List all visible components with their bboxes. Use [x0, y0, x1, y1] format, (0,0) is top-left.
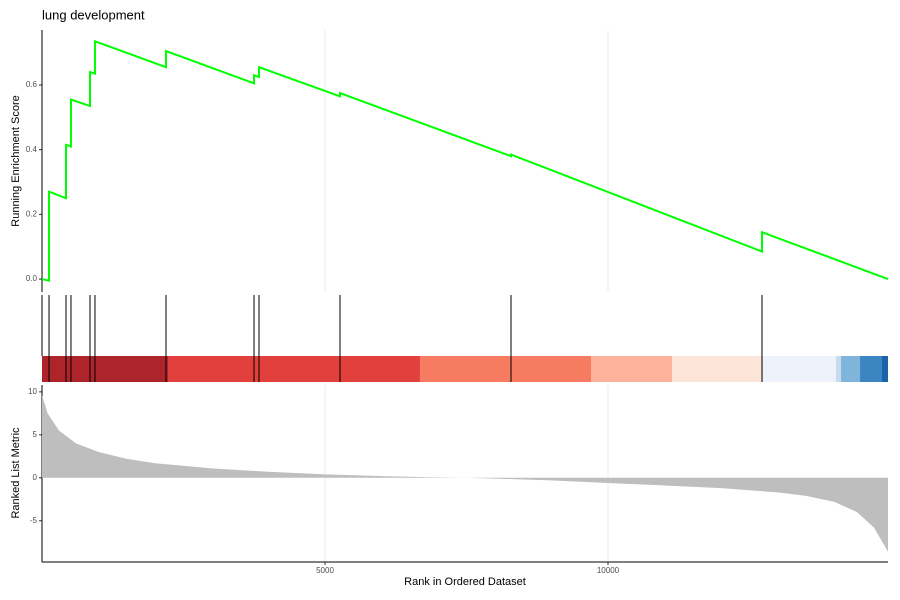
- y-tick-label: 0.4: [26, 145, 38, 154]
- chart-title: lung development: [42, 7, 145, 22]
- x-tick-label: 10000: [597, 566, 620, 575]
- color-band: [882, 356, 888, 382]
- color-band: [841, 356, 861, 382]
- running-score-line: [41, 39, 889, 282]
- y-tick-label: 5: [33, 430, 38, 439]
- x-axis-label: Rank in Ordered Dataset: [404, 576, 526, 588]
- y-tick-label: 0.0: [26, 274, 38, 283]
- x-tick-label: 5000: [316, 566, 334, 575]
- color-band: [860, 356, 883, 382]
- color-band: [167, 356, 420, 382]
- color-band: [672, 356, 764, 382]
- color-band: [836, 356, 842, 382]
- y-tick-label: -5: [30, 516, 38, 525]
- color-band: [591, 356, 673, 382]
- y-axis-label: Running Enrichment Score: [10, 95, 22, 226]
- y-tick-label: 0: [33, 473, 38, 482]
- y-tick-label: 0.2: [26, 209, 38, 218]
- metric-area: [42, 395, 888, 552]
- color-band: [763, 356, 837, 382]
- color-band: [419, 356, 592, 382]
- color-band: [42, 356, 168, 382]
- y-tick-label: 0.6: [26, 80, 38, 89]
- y-axis-label: Ranked List Metric: [10, 427, 22, 519]
- y-tick-label: 10: [28, 387, 37, 396]
